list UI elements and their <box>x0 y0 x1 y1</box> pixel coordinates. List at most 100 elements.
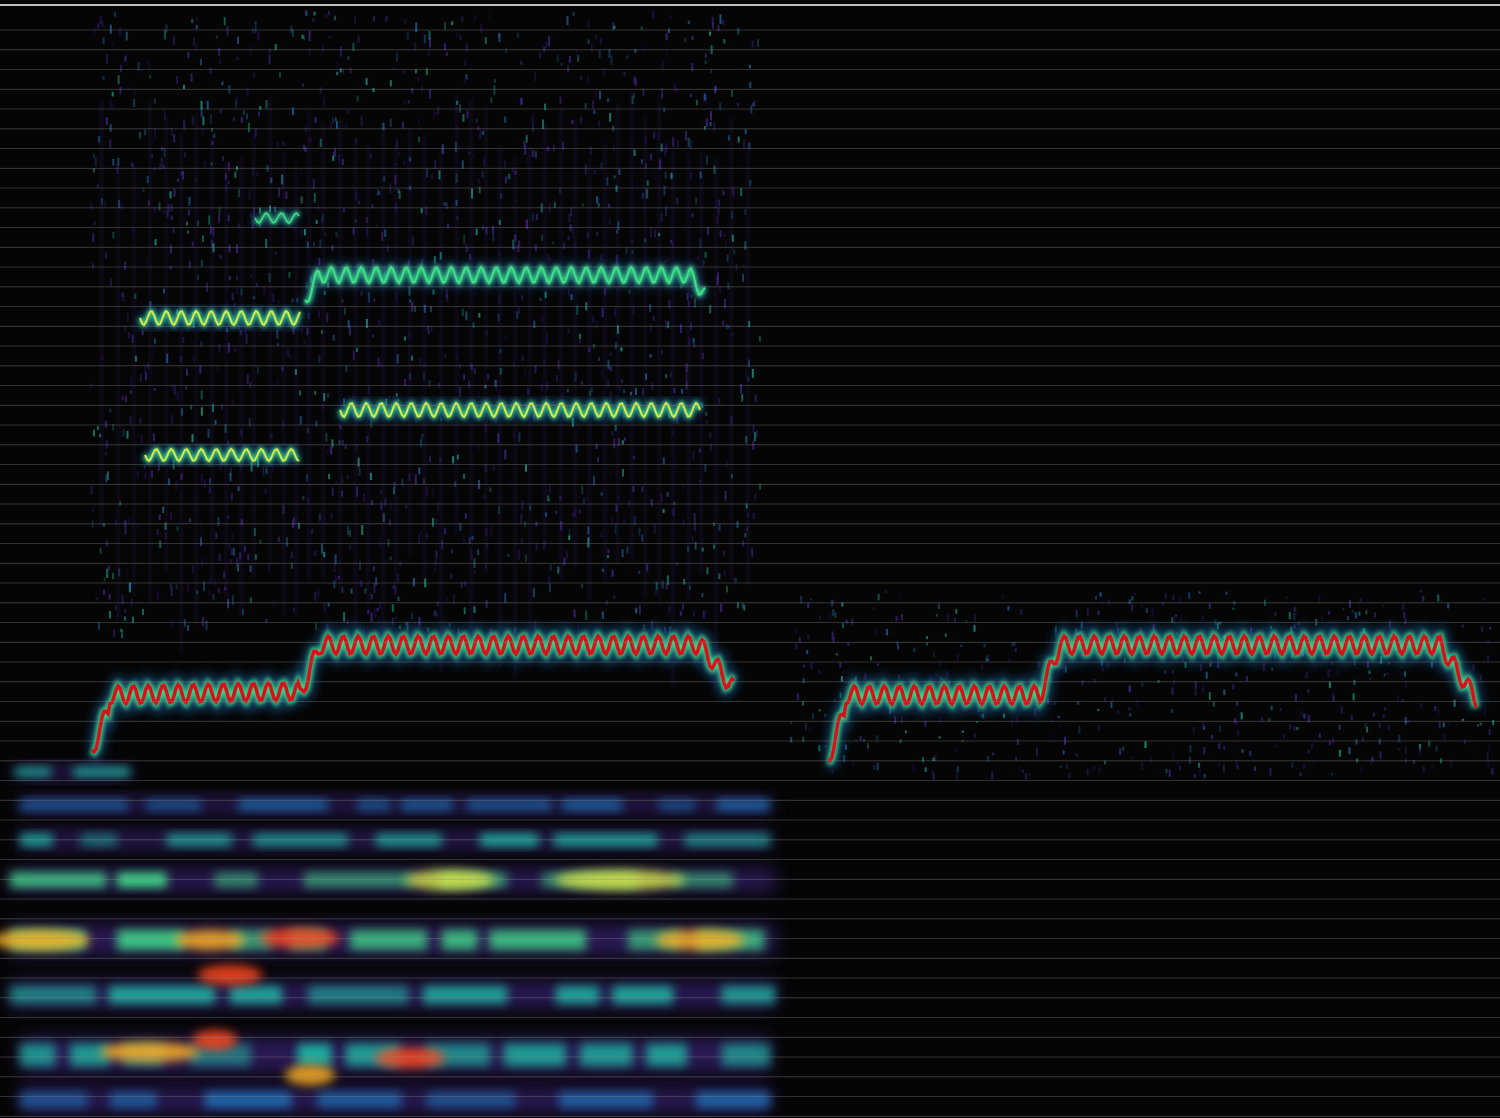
noise-speck <box>105 439 108 449</box>
noise-speck <box>1097 610 1100 616</box>
harmonic-2 <box>139 309 301 327</box>
noise-speck <box>867 743 869 749</box>
noise-speck <box>505 47 508 54</box>
noise-speck <box>1285 596 1288 600</box>
noise-speck <box>200 101 203 110</box>
noise-speck <box>581 203 584 207</box>
noise-speck <box>743 139 745 150</box>
noise-speck <box>722 20 725 25</box>
noise-speck <box>108 594 111 600</box>
noise-speck <box>634 49 637 53</box>
noise-speck <box>425 486 428 497</box>
noise-speck <box>158 514 161 520</box>
noise-streak <box>354 138 357 626</box>
noise-speck <box>149 75 152 79</box>
noise-speck <box>669 15 672 20</box>
noise-speck <box>472 153 475 158</box>
noise-speck <box>494 380 497 387</box>
noise-speck <box>387 539 390 547</box>
noise-speck <box>1203 773 1206 779</box>
noise-speck <box>154 166 157 171</box>
noise-speck <box>105 474 108 483</box>
accompaniment-band <box>423 986 508 1004</box>
noise-speck <box>142 609 144 615</box>
noise-speck <box>534 365 537 374</box>
noise-speck <box>116 613 119 623</box>
noise-speck <box>414 474 417 484</box>
noise-speck <box>418 467 421 475</box>
noise-speck <box>685 373 688 382</box>
noise-speck <box>1364 723 1367 728</box>
noise-speck <box>306 474 308 482</box>
noise-speck <box>675 89 678 93</box>
noise-speck <box>483 158 486 167</box>
noise-speck <box>348 530 351 537</box>
noise-speck <box>401 121 404 129</box>
noise-speck <box>1349 600 1351 608</box>
noise-speck <box>205 620 208 631</box>
noise-speck <box>339 46 342 57</box>
noise-streak <box>116 164 120 618</box>
noise-speck <box>1171 709 1174 713</box>
noise-speck <box>188 518 191 523</box>
noise-speck <box>710 69 713 73</box>
noise-speck <box>461 160 464 169</box>
noise-speck <box>1431 763 1434 770</box>
noise-speck <box>935 673 938 677</box>
noise-speck <box>396 354 399 364</box>
noise-speck <box>642 88 645 96</box>
noise-speck <box>468 151 471 155</box>
accompaniment-band <box>20 1043 56 1067</box>
noise-speck <box>235 100 237 109</box>
accompaniment-band <box>556 986 600 1004</box>
noise-speck <box>482 131 485 135</box>
noise-speck <box>566 388 569 393</box>
noise-speck <box>1065 763 1068 770</box>
noise-speck <box>140 68 143 75</box>
noise-speck <box>202 616 204 627</box>
noise-speck <box>448 623 451 627</box>
noise-speck <box>334 15 337 21</box>
noise-speck <box>622 469 624 477</box>
noise-speck <box>517 245 520 253</box>
noise-speck <box>237 223 240 228</box>
noise-speck <box>598 120 601 127</box>
noise-speck <box>1340 706 1343 714</box>
noise-speck <box>1130 756 1133 759</box>
noise-speck <box>335 61 338 71</box>
noise-speck <box>710 45 713 55</box>
noise-speck <box>851 618 854 625</box>
noise-speck <box>621 549 624 558</box>
noise-speck <box>341 439 344 445</box>
noise-speck <box>352 350 355 360</box>
noise-speck <box>713 522 715 526</box>
accompaniment-band <box>721 986 775 1004</box>
noise-speck <box>478 483 481 490</box>
noise-speck <box>119 628 122 632</box>
noise-speck <box>1279 707 1282 712</box>
noise-speck <box>208 590 211 596</box>
noise-speck <box>1222 764 1225 773</box>
noise-speck <box>641 192 644 199</box>
noise-speck <box>140 374 142 383</box>
noise-speck <box>1404 758 1407 763</box>
noise-speck <box>104 252 107 259</box>
noise-speck <box>478 445 480 451</box>
noise-speck <box>758 335 761 342</box>
noise-speck <box>531 150 534 157</box>
noise-speck <box>247 553 250 561</box>
noise-speck <box>393 66 396 70</box>
noise-speck <box>947 613 950 621</box>
noise-speck <box>247 122 250 133</box>
accompaniment-band <box>658 799 695 811</box>
noise-speck <box>249 565 252 572</box>
noise-speck <box>120 64 122 73</box>
noise-speck <box>209 114 212 124</box>
noise-speck <box>426 168 429 178</box>
noise-speck <box>104 420 107 428</box>
noise-speck <box>1379 751 1382 759</box>
noise-speck <box>185 385 187 390</box>
noise-speck <box>163 288 165 294</box>
